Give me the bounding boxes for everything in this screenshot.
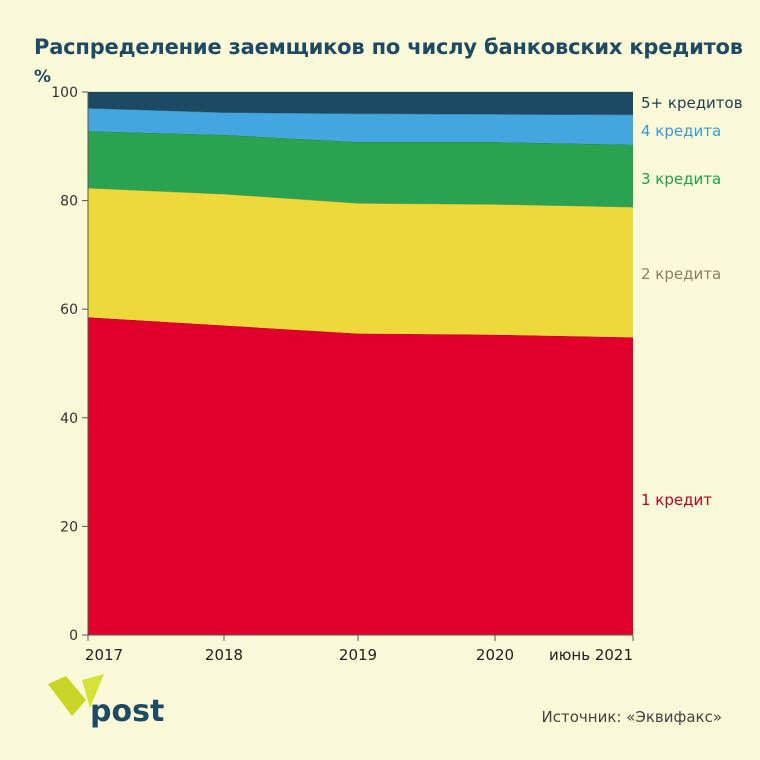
area-5+-кредитов	[88, 92, 633, 115]
series-label: 1 кредит	[641, 491, 712, 509]
series-labels: 1 кредит 2 кредита 3 кредита 4 кредита 5+ кр…	[641, 94, 743, 509]
x-tick-label: 2020	[476, 646, 514, 664]
y-tick-label: 60	[60, 302, 78, 318]
y-tick-label: 80	[60, 194, 78, 210]
x-tick-label: 2018	[205, 646, 243, 664]
area-2-кредита	[88, 188, 633, 338]
series-label: 4 кредита	[641, 122, 721, 140]
area-3-кредита	[88, 131, 633, 208]
series-label: 3 кредита	[641, 170, 721, 188]
area-layers	[87, 91, 634, 635]
y-tick-label: 100	[51, 85, 78, 101]
vpost-logo: post	[44, 670, 174, 730]
source-note: Источник: «Эквифакс»	[541, 708, 722, 726]
y-tick-label: 40	[60, 411, 78, 427]
axes: 0 20 40 60 80 100% 2017 2018 2019 2020 июнь 2021	[34, 67, 634, 664]
x-tick-label: 2017	[85, 646, 123, 664]
area-1-кредит	[88, 317, 633, 635]
x-tick-label: июнь 2021	[549, 646, 633, 664]
v-logo-icon: post	[48, 674, 164, 729]
series-label: 5+ кредитов	[641, 94, 743, 112]
logo-text: post	[90, 694, 164, 729]
series-label: 2 кредита	[641, 265, 721, 283]
y-tick-label: 20	[60, 519, 78, 535]
x-tick-label: 2019	[339, 646, 377, 664]
area-4-кредита	[88, 108, 633, 145]
chart-title: Распределение заемщиков по числу банковс…	[34, 35, 743, 59]
y-axis-label: %	[34, 67, 51, 87]
y-tick-label: 0	[69, 628, 78, 644]
